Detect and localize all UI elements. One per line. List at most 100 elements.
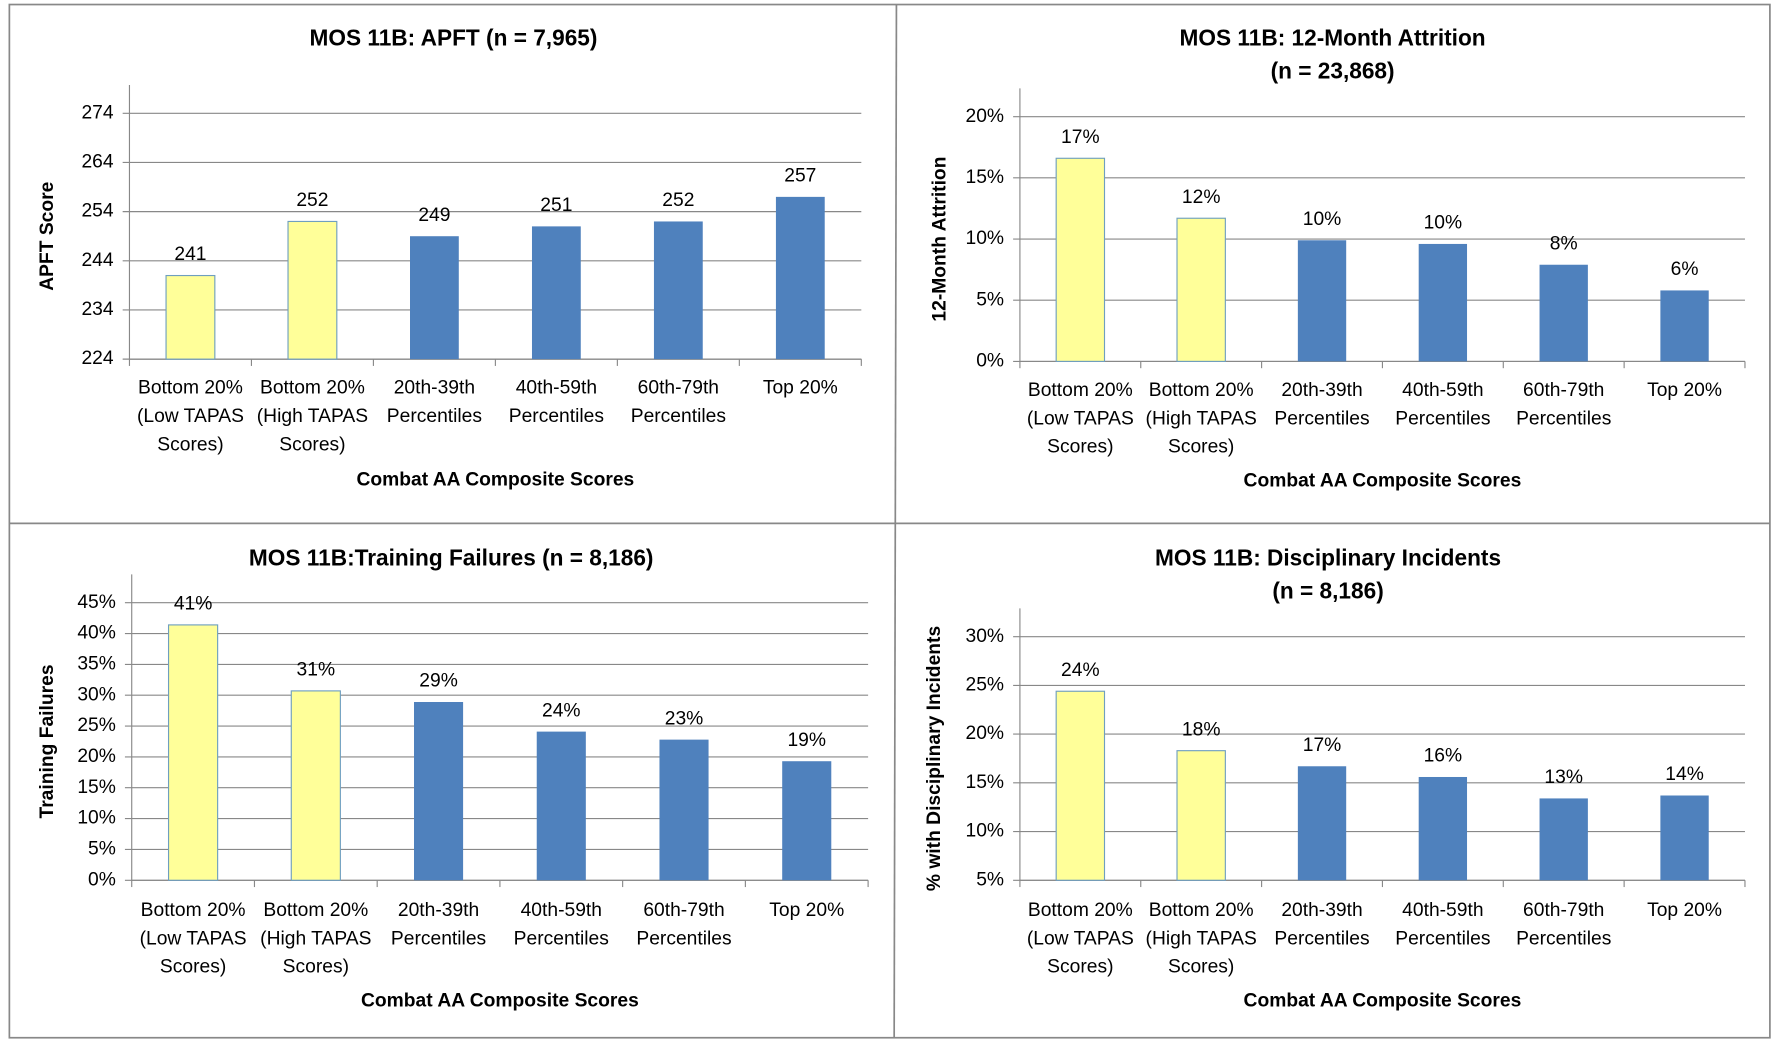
- x-tick-label: Bottom 20%: [1149, 380, 1254, 401]
- y-tick-label: 224: [81, 348, 113, 369]
- y-tick-label: 35%: [77, 653, 116, 674]
- bar: [1055, 690, 1106, 881]
- frame: [8, 3, 1771, 1039]
- bar: [1176, 217, 1226, 362]
- x-tick-label: Percentiles: [1395, 928, 1490, 949]
- x-tick-label: Scores): [157, 434, 223, 455]
- x-tick-label: Bottom 20%: [138, 378, 243, 399]
- x-tick-label: Percentiles: [631, 406, 726, 427]
- data-label: 29%: [419, 671, 458, 692]
- divider: [893, 4, 898, 1038]
- x-tick-label: Top 20%: [1647, 380, 1722, 401]
- x-tick-label: Scores): [283, 957, 349, 978]
- y-tick-label: 0%: [976, 350, 1004, 371]
- x-tick-label: 20th-39th: [1281, 900, 1362, 921]
- x-tick-label: (High TAPAS: [257, 406, 368, 427]
- x-tick-label: 60th-79th: [1523, 380, 1604, 401]
- data-label: 14%: [1665, 764, 1704, 785]
- y-tick-label: 5%: [88, 838, 116, 859]
- bar: [1660, 290, 1709, 362]
- data-label: 31%: [297, 660, 336, 681]
- chart-title: MOS 11B: APFT (n = 7,965): [310, 25, 598, 51]
- data-label: 241: [174, 244, 206, 265]
- data-label: 13%: [1544, 767, 1583, 788]
- y-tick-label: 10%: [77, 808, 116, 829]
- data-label: 8%: [1550, 233, 1578, 254]
- y-tick-label: 45%: [77, 592, 116, 613]
- bar: [290, 690, 341, 881]
- x-tick-label: Bottom 20%: [260, 378, 365, 399]
- data-label: 249: [418, 205, 450, 226]
- x-tick-label: 40th-59th: [516, 378, 597, 399]
- y-tick-label: 274: [81, 102, 113, 123]
- y-tick-label: 15%: [966, 167, 1005, 188]
- chart-title: MOS 11B: Disciplinary Incidents: [1155, 545, 1501, 571]
- bar: [1418, 243, 1468, 362]
- bar: [1297, 766, 1347, 881]
- x-tick-label: 20th-39th: [1281, 380, 1362, 401]
- x-tick-label: (Low TAPAS: [140, 928, 247, 949]
- y-tick-label: 234: [81, 299, 113, 320]
- x-tick-label: Percentiles: [387, 406, 482, 427]
- data-label: 16%: [1424, 746, 1463, 767]
- data-label: 10%: [1424, 213, 1463, 234]
- y-axis-title: APFT Score: [37, 181, 58, 290]
- x-tick-label: Scores): [160, 957, 226, 978]
- data-label: 6%: [1671, 259, 1699, 280]
- x-tick-label: 40th-59th: [1402, 900, 1483, 921]
- x-tick-label: (Low TAPAS: [1027, 408, 1134, 429]
- x-tick-label: 40th-59th: [521, 900, 602, 921]
- y-tick-label: 20%: [77, 746, 116, 767]
- data-label: 41%: [174, 594, 213, 615]
- data-label: 10%: [1303, 209, 1342, 230]
- x-tick-label: Percentiles: [1274, 408, 1369, 429]
- y-tick-label: 25%: [77, 715, 116, 736]
- bar: [1176, 750, 1226, 881]
- chart-title: (n = 23,868): [1271, 57, 1395, 83]
- chart-title: (n = 8,186): [1272, 577, 1383, 603]
- bar: [1660, 795, 1709, 881]
- data-label: 24%: [1061, 660, 1100, 681]
- y-tick-label: 40%: [77, 623, 116, 644]
- x-tick-label: Bottom 20%: [141, 900, 246, 921]
- y-tick-label: 0%: [88, 869, 116, 890]
- y-tick-label: 244: [81, 250, 113, 271]
- x-tick-label: Percentiles: [514, 928, 609, 949]
- data-label: 19%: [787, 730, 826, 751]
- bar: [287, 220, 338, 360]
- bar: [653, 221, 703, 360]
- x-tick-label: Percentiles: [391, 928, 486, 949]
- bar: [659, 739, 709, 881]
- bar: [531, 226, 581, 360]
- x-tick-label: Scores): [1168, 437, 1234, 458]
- x-tick-label: Percentiles: [509, 406, 604, 427]
- x-tick-label: 60th-79th: [638, 378, 719, 399]
- x-tick-label: Bottom 20%: [263, 900, 368, 921]
- data-label: 17%: [1061, 127, 1100, 148]
- y-axis-title: 12-Month Attrition: [930, 157, 951, 322]
- y-tick-label: 30%: [966, 626, 1005, 647]
- x-tick-label: 60th-79th: [643, 900, 724, 921]
- bar: [1055, 157, 1106, 362]
- y-tick-label: 254: [81, 201, 113, 222]
- y-tick-label: 5%: [976, 289, 1004, 310]
- x-tick-label: Percentiles: [1516, 408, 1611, 429]
- data-label: 252: [662, 190, 694, 211]
- y-tick-label: 15%: [966, 772, 1005, 793]
- x-tick-label: (Low TAPAS: [137, 406, 244, 427]
- bar: [165, 274, 216, 360]
- x-tick-label: Scores): [279, 434, 345, 455]
- y-tick-label: 10%: [966, 821, 1005, 842]
- x-tick-label: (High TAPAS: [1146, 928, 1257, 949]
- bar: [536, 731, 586, 881]
- x-tick-label: Top 20%: [769, 900, 844, 921]
- x-tick-label: Scores): [1047, 437, 1113, 458]
- y-tick-label: 20%: [966, 106, 1005, 127]
- y-tick-label: 20%: [966, 723, 1005, 744]
- y-tick-label: 264: [81, 152, 113, 173]
- y-axis-title: Training Failures: [37, 664, 58, 818]
- bar: [1418, 776, 1468, 881]
- x-tick-label: Percentiles: [1516, 928, 1611, 949]
- x-tick-label: 40th-59th: [1402, 380, 1483, 401]
- data-label: 257: [784, 166, 816, 187]
